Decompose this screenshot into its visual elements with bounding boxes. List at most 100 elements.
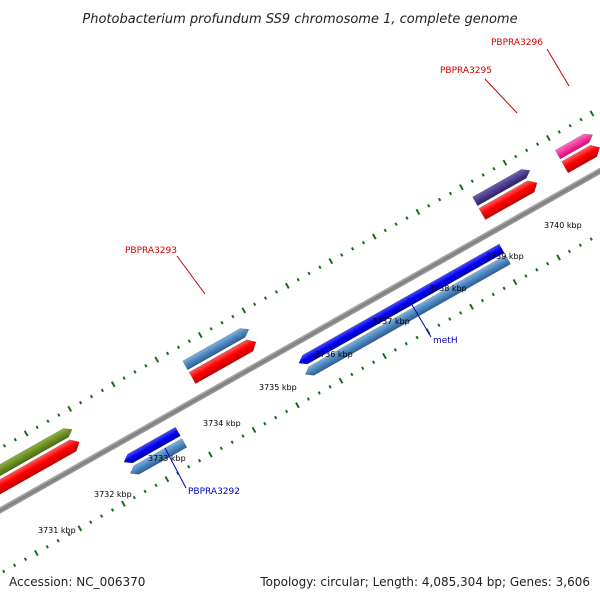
gene-arrow-steelblue[interactable]: [128, 438, 188, 478]
cds-arrow-red[interactable]: [561, 142, 600, 174]
inner-dot-track: [512, 279, 518, 286]
inner-dot-track: [382, 352, 387, 360]
inner-dot-track: [45, 545, 49, 549]
outer-dot-track: [187, 339, 191, 343]
accession-text: Accession: NC_006370: [9, 575, 145, 589]
leader-line-pbpra3292: [164, 447, 187, 489]
inner-dot-track: [372, 360, 376, 364]
inner-dot-track: [132, 495, 136, 500]
outer-dot-track: [361, 240, 366, 245]
outer-dot-track: [394, 222, 398, 227]
inner-dot-track: [164, 476, 170, 483]
outer-dot-track: [209, 327, 213, 331]
outer-dot-track: [470, 179, 474, 183]
genome-backbone: [0, 69, 600, 567]
outer-dot-track: [546, 134, 551, 142]
gene-arrow-steelblue[interactable]: [303, 254, 511, 378]
tick-label: 3740 kbp: [544, 221, 582, 230]
outer-dot-track: [307, 271, 311, 276]
inner-dot-track: [121, 500, 126, 507]
outer-dot-track: [557, 130, 561, 134]
outer-dot-track: [57, 413, 61, 417]
cds-arrow-red[interactable]: [0, 436, 82, 504]
inner-dot-track: [415, 335, 419, 340]
inner-dot-track: [12, 563, 17, 568]
outer-dot-track: [448, 191, 453, 196]
outer-dot-track: [197, 331, 203, 339]
outer-dot-track: [35, 425, 39, 430]
genome-tracks: [0, 69, 600, 574]
outer-dot-track: [100, 388, 104, 393]
outer-dot-track: [122, 376, 126, 380]
outer-dot-track: [296, 277, 300, 282]
outer-dot-track: [176, 345, 181, 350]
inner-dot-track: [208, 451, 213, 458]
gene-arrow-olive[interactable]: [0, 425, 75, 490]
gene-arrow-pbpra3296[interactable]: [554, 131, 595, 160]
outer-dot-track: [525, 148, 529, 153]
inner-dot-track: [404, 341, 408, 346]
tick-label: 3734 kbp: [203, 419, 241, 428]
inner-dot-track: [274, 415, 278, 420]
cds-arrow-red[interactable]: [478, 177, 540, 221]
inner-dot-track: [306, 397, 310, 401]
inner-dot-track: [284, 409, 289, 414]
leader-line-pbpra3293: [176, 255, 206, 295]
inner-dot-track: [56, 538, 60, 543]
inner-dot-track: [437, 323, 441, 328]
outer-dot-track: [383, 228, 387, 233]
gene-leader-lines: [164, 48, 570, 489]
inner-dot-track: [110, 508, 115, 512]
tick-label: 3739 kbp: [486, 252, 524, 261]
tick-label: 3738 kbp: [429, 284, 467, 293]
tick-label: 3732 kbp: [94, 490, 132, 499]
outer-dot-track: [318, 265, 322, 270]
position-tick-labels: 3731 kbp 3732 kbp 3733 kbp 3734 kbp 3735…: [38, 221, 582, 535]
genome-summary-text: Topology: circular; Length: 4,085,304 bp…: [259, 575, 590, 589]
outer-dot-track: [589, 110, 595, 117]
gene-label-pbpra3296[interactable]: PBPRA3296: [491, 38, 543, 48]
outer-dot-track: [2, 444, 7, 448]
inner-dot-track: [459, 311, 463, 315]
inner-dot-track: [100, 514, 104, 518]
gene-label-meth[interactable]: metH: [433, 336, 458, 346]
outer-dot-track: [340, 253, 344, 257]
inner-dot-track: [556, 254, 561, 261]
outer-dot-track: [154, 356, 160, 363]
tick-label: 3733 kbp: [148, 454, 186, 463]
gene-arrow-meth[interactable]: [296, 243, 505, 367]
outer-dot-track: [89, 394, 94, 399]
gene-arrow-pbpra3295[interactable]: [472, 166, 533, 207]
gene-labels: PBPRA3296 PBPRA3295 PBPRA3293 metH PBPRA…: [125, 38, 543, 497]
gene-arrow-pbpra3292[interactable]: [121, 426, 181, 466]
outer-dot-track: [459, 184, 464, 191]
gene-arrow-pbpra3293[interactable]: [182, 325, 251, 371]
inner-dot-track: [2, 569, 6, 574]
outer-dot-track: [144, 363, 148, 368]
inner-dot-track: [230, 440, 234, 444]
leader-line-pbpra3296: [546, 48, 570, 87]
outer-dot-track: [110, 381, 116, 388]
outer-dot-track: [166, 351, 170, 356]
outer-dot-track: [579, 117, 583, 122]
gene-label-pbpra3295[interactable]: PBPRA3295: [440, 66, 492, 76]
gene-label-pbpra3292[interactable]: PBPRA3292: [188, 487, 240, 497]
outer-dot-track: [253, 302, 257, 307]
inner-dot-track: [502, 286, 506, 291]
outer-dot-track: [427, 203, 431, 208]
inner-dot-track: [34, 549, 39, 557]
inner-dot-track: [361, 366, 365, 371]
inner-dot-track: [350, 372, 354, 377]
gene-label-pbpra3293[interactable]: PBPRA3293: [125, 246, 177, 256]
outer-dot-track: [438, 197, 442, 202]
inner-dot-track: [241, 434, 245, 438]
inner-dot-track: [154, 483, 158, 488]
inner-dot-track: [567, 249, 572, 254]
cds-arrow-red[interactable]: [188, 336, 259, 385]
inner-dot-track: [338, 377, 344, 384]
outer-dot-track: [405, 216, 409, 220]
inner-dot-track: [187, 465, 191, 469]
inner-dot-track: [197, 458, 202, 463]
